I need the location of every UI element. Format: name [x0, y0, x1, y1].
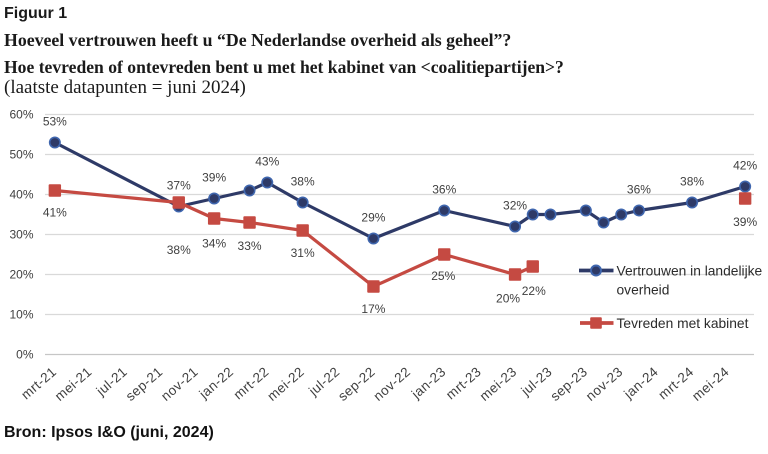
svg-text:mrt-22: mrt-22 [231, 364, 272, 402]
svg-text:mrt-23: mrt-23 [443, 364, 484, 402]
svg-text:sep-22: sep-22 [335, 364, 378, 404]
svg-text:jan-23: jan-23 [408, 364, 449, 402]
svg-text:20%: 20% [496, 292, 520, 306]
svg-text:nov-22: nov-22 [371, 364, 414, 404]
svg-text:0%: 0% [16, 348, 34, 362]
svg-text:50%: 50% [9, 148, 33, 162]
svg-text:29%: 29% [361, 211, 385, 225]
svg-text:41%: 41% [43, 206, 67, 220]
svg-text:38%: 38% [167, 243, 191, 257]
svg-text:32%: 32% [503, 199, 527, 213]
svg-text:33%: 33% [238, 239, 262, 253]
svg-text:30%: 30% [9, 228, 33, 242]
svg-text:38%: 38% [291, 175, 315, 189]
svg-text:nov-23: nov-23 [583, 364, 626, 404]
svg-text:17%: 17% [361, 302, 385, 316]
svg-text:Vertrouwen in landelijke: Vertrouwen in landelijke [617, 263, 763, 278]
svg-text:jan-24: jan-24 [620, 364, 661, 402]
svg-text:mrt-21: mrt-21 [18, 364, 59, 402]
svg-text:36%: 36% [432, 183, 456, 197]
svg-text:42%: 42% [733, 159, 757, 173]
svg-text:10%: 10% [9, 308, 33, 322]
svg-text:22%: 22% [522, 284, 546, 298]
svg-text:60%: 60% [9, 108, 33, 122]
svg-text:37%: 37% [167, 179, 191, 193]
svg-text:43%: 43% [255, 155, 279, 169]
svg-text:39%: 39% [202, 171, 226, 185]
svg-text:mrt-24: mrt-24 [655, 364, 696, 403]
svg-text:38%: 38% [680, 175, 704, 189]
svg-text:36%: 36% [627, 183, 651, 197]
svg-text:sep-21: sep-21 [123, 364, 166, 404]
svg-text:39%: 39% [733, 215, 757, 229]
svg-text:Tevreden met kabinet: Tevreden met kabinet [617, 316, 749, 331]
svg-text:mei-22: mei-22 [264, 364, 307, 404]
svg-text:40%: 40% [9, 188, 33, 202]
svg-text:25%: 25% [431, 269, 455, 283]
svg-text:31%: 31% [291, 246, 315, 260]
svg-text:overheid: overheid [617, 282, 670, 297]
svg-text:20%: 20% [9, 268, 33, 282]
svg-text:jan-22: jan-22 [196, 364, 237, 402]
svg-text:mei-24: mei-24 [689, 364, 732, 404]
svg-text:34%: 34% [202, 237, 226, 251]
svg-text:53%: 53% [43, 115, 67, 129]
svg-text:sep-23: sep-23 [548, 364, 591, 404]
svg-text:nov-21: nov-21 [158, 364, 201, 404]
svg-text:mei-23: mei-23 [477, 364, 520, 404]
svg-text:mei-21: mei-21 [52, 364, 95, 404]
